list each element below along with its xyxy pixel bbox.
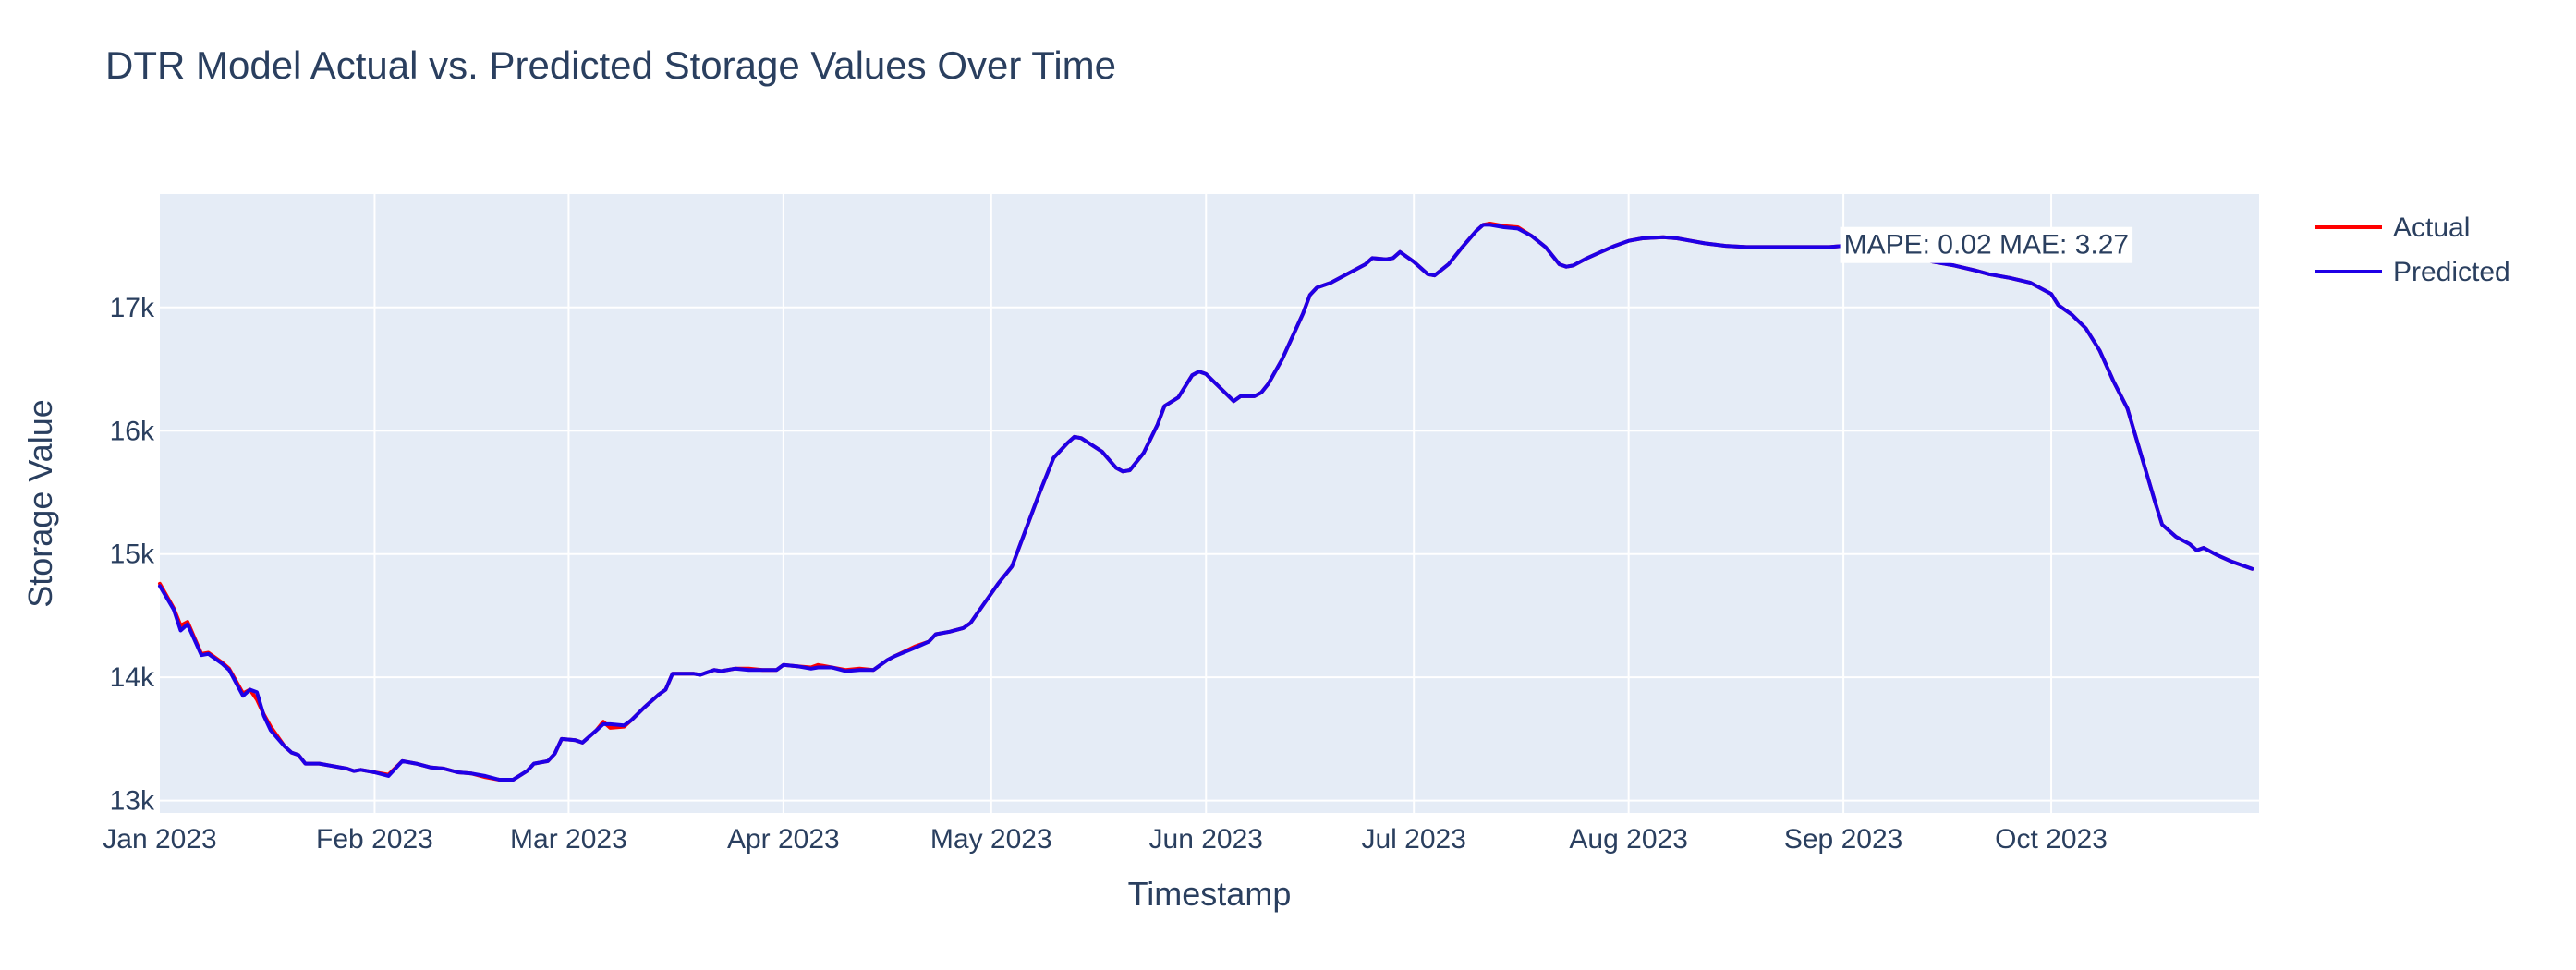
x-tick-label: Jul 2023 [1361, 824, 1465, 855]
x-tick-label: May 2023 [930, 824, 1052, 855]
annotation-text: MAPE: 0.02 MAE: 3.27 [1844, 230, 2129, 261]
legend-label: Predicted [2393, 257, 2510, 287]
x-tick-label: Jun 2023 [1149, 824, 1263, 855]
plot-area [160, 194, 2259, 813]
tick-layer: Jan 2023 Feb 2023 Mar 2023 Apr 2023 May 2023… [103, 293, 2108, 855]
legend-item-predicted[interactable]: Predicted [2315, 257, 2510, 287]
legend-label: Actual [2393, 212, 2470, 243]
x-tick-label: Jan 2023 [103, 824, 216, 855]
y-tick-label: 17k [110, 293, 155, 323]
annotation-layer: MAPE: 0.02 MAE: 3.27 [1840, 226, 2133, 263]
x-tick-label: Aug 2023 [1569, 824, 1687, 855]
x-tick-label: Sep 2023 [1784, 824, 1902, 855]
x-tick-label: Apr 2023 [727, 824, 840, 855]
y-tick-label: 13k [110, 786, 155, 817]
y-axis-title: Storage Value [21, 399, 59, 608]
chart-title: DTR Model Actual vs. Predicted Storage V… [105, 43, 1116, 87]
annotation-box [1840, 226, 2133, 263]
x-tick-label: Oct 2023 [1995, 824, 2108, 855]
x-tick-label: Mar 2023 [510, 824, 627, 855]
legend-item-actual[interactable]: Actual [2315, 212, 2470, 243]
grid-layer [160, 194, 2259, 813]
y-tick-label: 16k [110, 416, 155, 446]
y-tick-label: 15k [110, 540, 155, 570]
x-tick-label: Feb 2023 [316, 824, 433, 855]
y-tick-label: 14k [110, 662, 155, 693]
x-axis-title: Timestamp [1128, 875, 1292, 913]
legend[interactable]: Actual Predicted [2315, 212, 2510, 287]
